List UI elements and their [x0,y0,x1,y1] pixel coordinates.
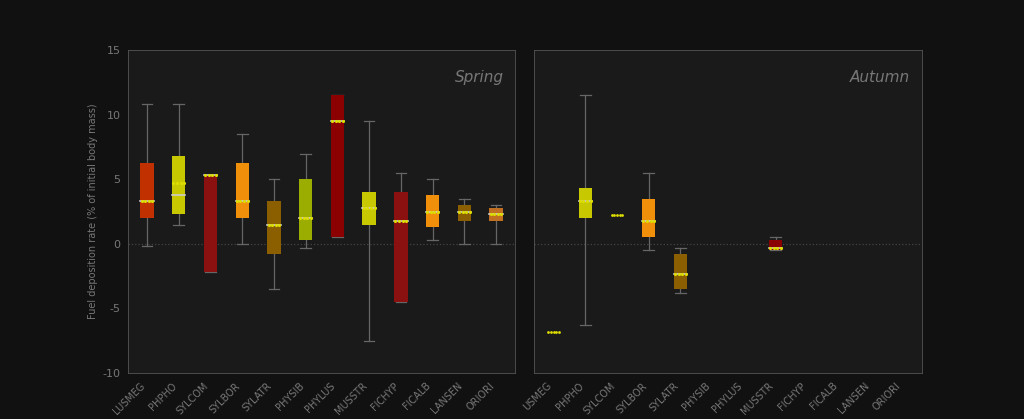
Text: Spring: Spring [455,70,504,85]
Text: Autumn: Autumn [850,70,910,85]
Bar [172,156,185,214]
Y-axis label: Fuel deposition rate (% of initial body mass): Fuel deposition rate (% of initial body … [88,104,98,319]
Bar [426,195,439,227]
Bar [674,254,687,289]
Bar [394,192,408,302]
Bar [489,208,503,221]
Bar [267,201,281,254]
Bar [642,199,655,238]
Bar [769,240,782,250]
Bar [362,192,376,225]
Bar [331,96,344,238]
Bar [579,189,592,218]
Bar [140,163,154,218]
Bar [236,163,249,218]
Bar [299,179,312,240]
Bar [204,176,217,272]
Bar [458,205,471,221]
